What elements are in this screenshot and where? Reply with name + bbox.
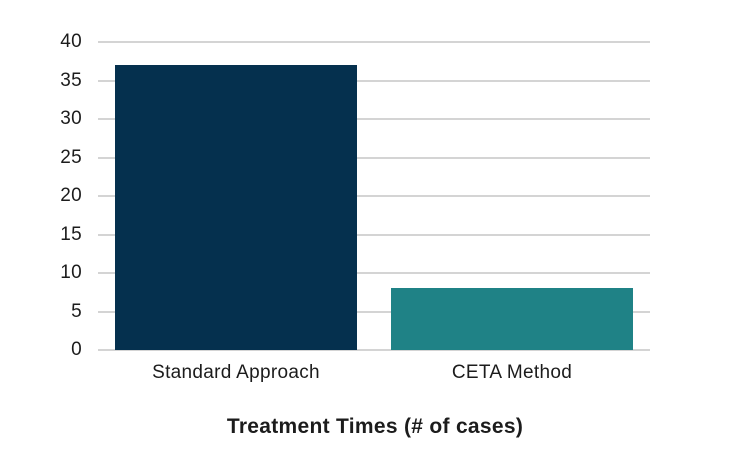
gridline-30 <box>98 118 650 120</box>
gridline-25 <box>98 156 650 159</box>
gridline-20 <box>98 195 650 197</box>
gridline-5 <box>98 310 650 313</box>
bar-standard-approach <box>115 65 357 350</box>
y-tick-label-5: 5 <box>71 300 82 322</box>
y-tick-label-10: 10 <box>60 262 82 283</box>
axis-title: Treatment Times (# of cases) <box>226 415 524 438</box>
x-category-label-standard-approach: Standard Approach <box>152 362 320 383</box>
y-tick-label-15: 15 <box>60 223 82 245</box>
gridline-35 <box>98 79 650 82</box>
y-tick-label-25: 25 <box>60 146 82 168</box>
x-axis-category-labels: Standard Approach CETA Method <box>98 360 650 386</box>
y-tick-label-35: 35 <box>60 69 82 91</box>
gridline-0 <box>98 349 650 351</box>
y-tick-label-20: 20 <box>60 185 82 206</box>
gridline-10 <box>98 272 650 274</box>
gridline-40 <box>98 41 650 43</box>
bar-ceta-method <box>391 288 633 350</box>
y-tick-label-40: 40 <box>60 31 82 52</box>
gridline-15 <box>98 233 650 236</box>
plot-area <box>98 41 650 351</box>
x-category-label-ceta-method: CETA Method <box>451 362 573 383</box>
y-axis-tick-labels: 0 5 10 15 20 25 30 35 40 <box>0 31 82 360</box>
y-tick-label-0: 0 <box>71 339 82 360</box>
y-tick-label-30: 30 <box>60 108 82 129</box>
